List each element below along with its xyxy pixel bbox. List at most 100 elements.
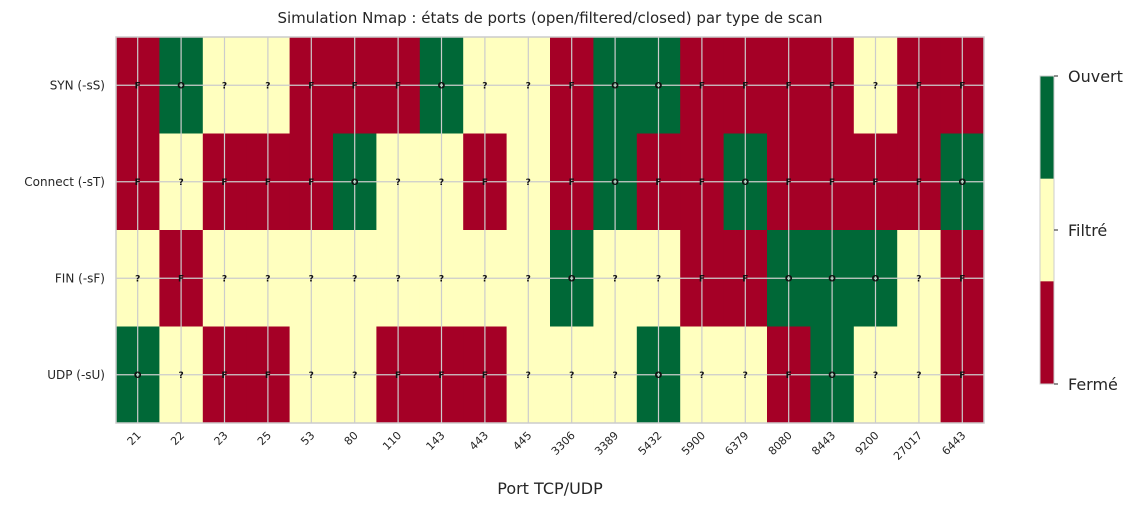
cell-value-label: ?: [526, 371, 531, 381]
x-tick-label: 6443: [939, 429, 968, 458]
cell-value-label: F: [482, 178, 488, 188]
cell-value-label: ?: [656, 274, 661, 284]
x-tick-label: 27017: [891, 429, 925, 463]
cell-value-label: ?: [309, 371, 314, 381]
x-axis-label: Port TCP/UDP: [497, 479, 603, 498]
x-tick-label: 5900: [679, 429, 708, 458]
cell-value-label: ?: [916, 371, 921, 381]
cell-value-label: ?: [873, 371, 878, 381]
cell-value-label: F: [699, 178, 705, 188]
x-tick-label: 110: [380, 429, 404, 453]
y-tick-label: FIN (-sF): [55, 271, 105, 285]
cell-value-label: O: [741, 178, 749, 188]
cell-value-label: ?: [873, 81, 878, 91]
cell-value-label: F: [916, 178, 922, 188]
x-tick-label: 3389: [592, 429, 621, 458]
cell-value-label: F: [482, 371, 488, 381]
cell-value-label: ?: [439, 178, 444, 188]
cell-value-label: F: [829, 81, 835, 91]
cell-value-label: F: [308, 178, 314, 188]
cell-labels: F O?? F F F O?? F O O F F F F? F F F? F F F O?? F? F O F F O F F F F O…: [134, 81, 967, 381]
cell-value-label: F: [569, 81, 575, 91]
cell-value-label: ?: [178, 178, 183, 188]
cell-value-label: O: [655, 81, 663, 91]
cell-value-label: O: [872, 274, 880, 284]
cell-value-label: F: [655, 178, 661, 188]
cell-value-label: F: [395, 81, 401, 91]
cell-value-label: F: [786, 178, 792, 188]
y-tick-label: Connect (-sT): [24, 175, 105, 189]
cell-value-label: F: [872, 178, 878, 188]
cell-value-label: F: [265, 371, 271, 381]
chart-title: Simulation Nmap : états de ports (open/f…: [277, 9, 822, 27]
cell-value-label: F: [438, 371, 444, 381]
cell-value-label: ?: [482, 274, 487, 284]
cell-value-label: ?: [222, 81, 227, 91]
cell-value-label: ?: [265, 81, 270, 91]
cell-value-label: O: [351, 178, 359, 188]
x-tick-label: 21: [125, 429, 144, 448]
colorbar-label: Filtré: [1068, 221, 1107, 240]
cell-value-label: F: [959, 371, 965, 381]
cell-value-label: O: [785, 274, 793, 284]
x-tick-label: 23: [212, 429, 231, 448]
colorbar-segment: [1040, 281, 1054, 385]
cell-value-label: ?: [439, 274, 444, 284]
cell-value-label: O: [958, 178, 966, 188]
colorbar-label: Ouvert: [1068, 67, 1123, 86]
cell-value-label: F: [786, 371, 792, 381]
x-tick-label: 443: [467, 429, 491, 453]
cell-value-label: F: [916, 81, 922, 91]
cell-value-label: ?: [526, 274, 531, 284]
x-tick-label: 143: [424, 429, 448, 453]
x-axis-ticks: 21 22 23 25 53 80 110 143 443 445 3306 3389 5432 5900…: [125, 429, 969, 463]
cell-value-label: ?: [526, 81, 531, 91]
cell-value-label: ?: [352, 274, 357, 284]
x-tick-label: 445: [510, 429, 534, 453]
cell-value-label: F: [959, 81, 965, 91]
colorbar-segment: [1040, 178, 1054, 282]
cell-value-label: ?: [309, 274, 314, 284]
cell-value-label: F: [569, 178, 575, 188]
cell-value-label: O: [177, 81, 185, 91]
x-tick-label: 8080: [766, 429, 795, 458]
cell-value-label: F: [178, 274, 184, 284]
cell-value-label: O: [568, 274, 576, 284]
x-tick-label: 6379: [722, 429, 751, 458]
cell-value-label: ?: [352, 371, 357, 381]
cell-value-label: ?: [482, 81, 487, 91]
cell-value-label: F: [221, 371, 227, 381]
cell-value-label: F: [699, 81, 705, 91]
cell-value-label: ?: [916, 274, 921, 284]
colorbar-segment: [1040, 76, 1054, 180]
cell-value-label: ?: [222, 274, 227, 284]
cell-value-label: ?: [265, 274, 270, 284]
cell-value-label: ?: [699, 371, 704, 381]
cell-value-label: ?: [395, 274, 400, 284]
x-tick-label: 22: [168, 429, 187, 448]
cell-value-label: F: [829, 178, 835, 188]
cell-value-label: ?: [612, 371, 617, 381]
cell-value-label: O: [438, 81, 446, 91]
heatmap-grid: [115, 36, 985, 424]
cell-value-label: ?: [135, 274, 140, 284]
cell-value-label: F: [786, 81, 792, 91]
x-tick-label: 9200: [853, 429, 882, 458]
y-tick-label: UDP (-sU): [47, 368, 105, 382]
cell-value-label: ?: [178, 371, 183, 381]
cell-value-label: ?: [743, 371, 748, 381]
cell-value-label: F: [265, 178, 271, 188]
cell-value-label: O: [828, 274, 836, 284]
x-tick-label: 80: [342, 429, 361, 448]
x-tick-label: 8443: [809, 429, 838, 458]
cell-value-label: F: [742, 81, 748, 91]
cell-value-label: F: [959, 274, 965, 284]
cell-value-label: F: [308, 81, 314, 91]
x-tick-label: 53: [298, 429, 317, 448]
cell-value-label: O: [655, 371, 663, 381]
cell-value-label: O: [828, 371, 836, 381]
cell-value-label: ?: [526, 178, 531, 188]
x-tick-label: 3306: [549, 429, 578, 458]
cell-value-label: F: [135, 81, 141, 91]
